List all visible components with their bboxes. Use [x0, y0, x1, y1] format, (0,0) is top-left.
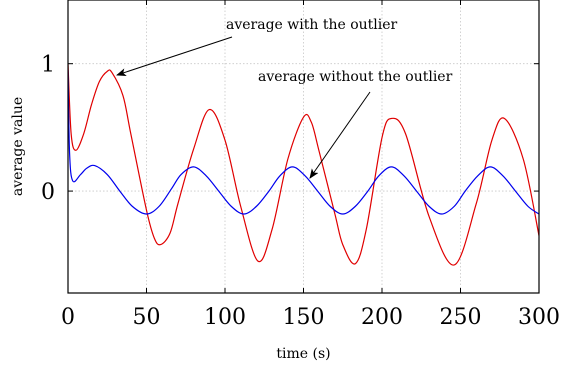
x-tick-label: 250	[440, 305, 482, 330]
annotation-with-outlier: average with the outlier	[226, 17, 398, 33]
plot-frame	[67, 0, 540, 294]
x-tick-label: 150	[283, 305, 325, 330]
y-tick-label: 0	[41, 180, 55, 205]
tick-labels: 0 50 100 150 200 250 300 0 1	[41, 53, 560, 330]
grid	[67, 0, 540, 293]
x-tick-label: 0	[61, 305, 75, 330]
x-tick-label: 50	[133, 305, 161, 330]
annotation-arrow-without-outlier	[309, 91, 371, 179]
x-tick-label: 300	[518, 305, 560, 330]
series-layer	[68, 63, 539, 266]
annotation-arrow-with-outlier	[116, 36, 233, 76]
x-axis-label: time (s)	[276, 346, 330, 362]
x-tick-label: 200	[361, 305, 403, 330]
annotation-without-outlier: average without the outlier	[258, 69, 453, 85]
y-tick-label: 1	[41, 53, 55, 78]
series-line-1	[68, 70, 539, 215]
annotations: average with the outlier average without…	[116, 17, 453, 179]
y-axis-label: average value	[10, 97, 26, 196]
series-line-0	[68, 63, 539, 266]
x-tick-label: 100	[204, 305, 246, 330]
